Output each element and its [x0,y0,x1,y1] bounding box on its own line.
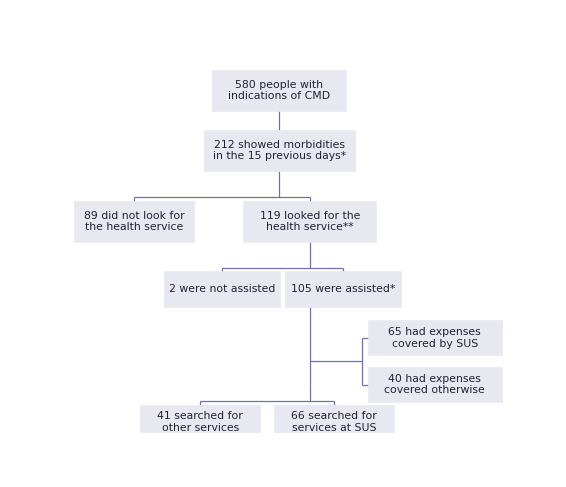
Text: 212 showed morbidities
in the 15 previous days*: 212 showed morbidities in the 15 previou… [213,139,346,161]
Text: 119 looked for the
health service**: 119 looked for the health service** [260,211,360,232]
Text: 41 searched for
other services: 41 searched for other services [157,412,243,433]
Text: 40 had expenses
covered otherwise: 40 had expenses covered otherwise [384,374,485,395]
FancyBboxPatch shape [368,367,501,402]
FancyBboxPatch shape [204,130,354,171]
FancyBboxPatch shape [285,271,401,307]
Text: 89 did not look for
the health service: 89 did not look for the health service [84,211,185,232]
Text: 65 had expenses
covered by SUS: 65 had expenses covered by SUS [388,327,481,349]
FancyBboxPatch shape [212,70,346,111]
FancyBboxPatch shape [140,405,260,440]
Text: 580 people with
indications of CMD: 580 people with indications of CMD [228,79,330,101]
FancyBboxPatch shape [164,271,280,307]
Text: 2 were not assisted: 2 were not assisted [169,284,275,294]
FancyBboxPatch shape [243,201,376,242]
FancyBboxPatch shape [368,320,501,356]
FancyBboxPatch shape [74,201,195,242]
FancyBboxPatch shape [274,405,394,440]
Text: 66 searched for
services at SUS: 66 searched for services at SUS [291,412,377,433]
Text: 105 were assisted*: 105 were assisted* [290,284,395,294]
